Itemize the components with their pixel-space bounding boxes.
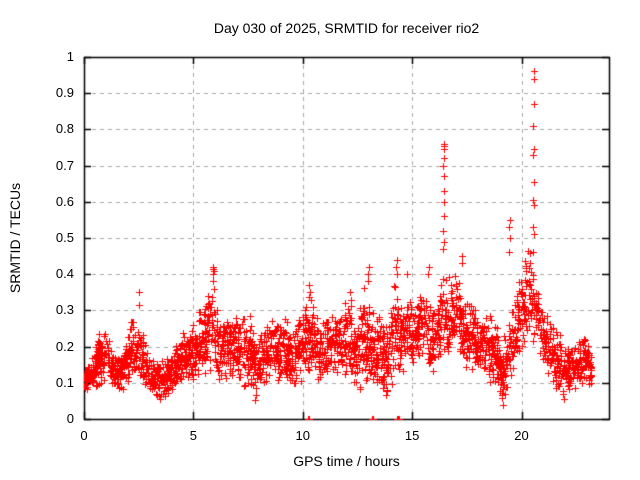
x-tick-label: 5 <box>189 428 197 443</box>
y-tick-label: 0.9 <box>55 85 74 101</box>
x-tick-label: 0 <box>80 428 88 443</box>
x-tick-label: 10 <box>295 428 310 443</box>
y-tick-label: 0.6 <box>55 193 74 209</box>
y-tick-label: 0.4 <box>55 266 74 282</box>
chart-title: Day 030 of 2025, SRMTID for receiver rio… <box>213 20 480 36</box>
y-tick-label: 0 <box>66 411 74 426</box>
x-axis-label: GPS time / hours <box>293 453 400 469</box>
y-tick-label: 0.5 <box>55 230 74 245</box>
y-tick-label: 0.1 <box>55 374 74 390</box>
y-tick-label: 0.7 <box>55 157 74 173</box>
y-tick-label: 0.2 <box>55 338 74 354</box>
y-tick-label: 1 <box>66 49 74 64</box>
x-tick-label: 15 <box>404 428 420 443</box>
y-tick-label: 0.3 <box>55 302 74 318</box>
x-tick-label: 20 <box>514 428 529 443</box>
y-tick-label: 0.8 <box>55 121 74 137</box>
